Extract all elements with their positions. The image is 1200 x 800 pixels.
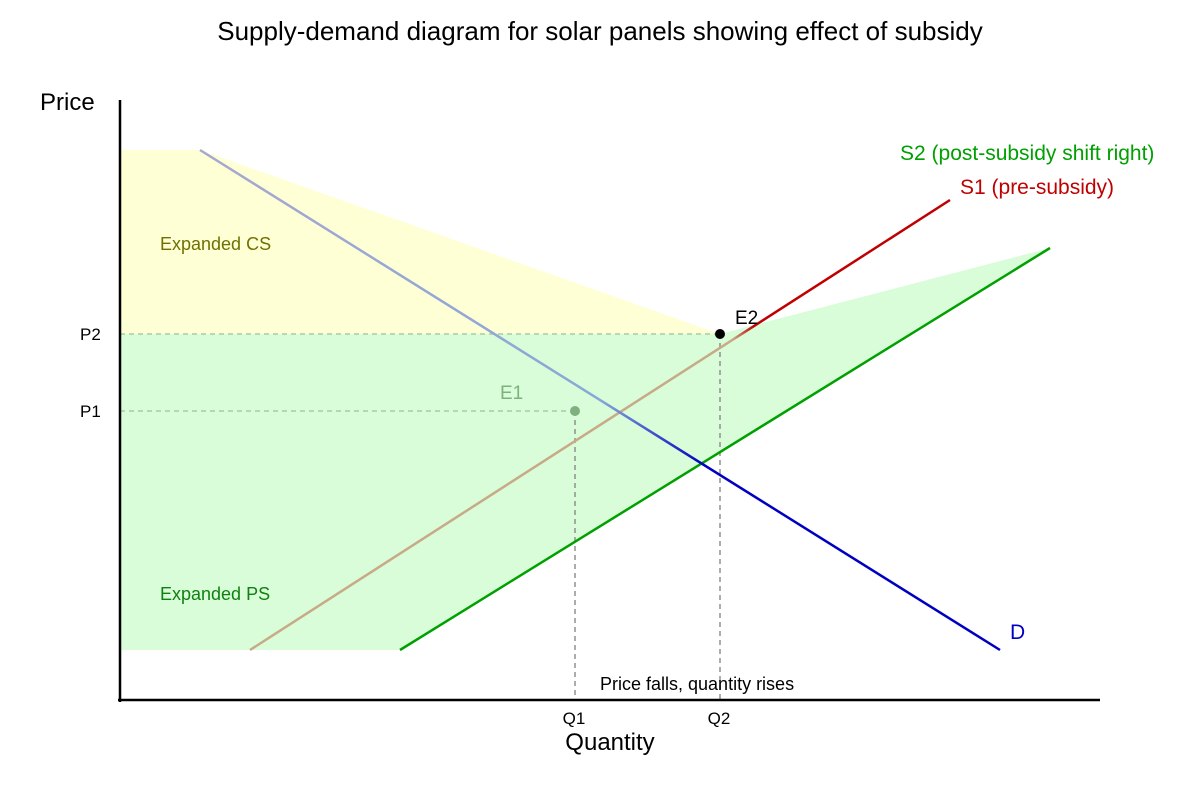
effect-annotation: Price falls, quantity rises [600, 674, 794, 694]
p1-tick-label: P1 [80, 402, 101, 421]
s1-curve-label: S1 (pre-subsidy) [960, 176, 1114, 199]
e2-label: E2 [735, 308, 758, 329]
e2-point [715, 329, 725, 339]
e1-point [570, 406, 580, 416]
expanded-cs-label: Expanded CS [160, 234, 271, 254]
expanded-ps-area [120, 248, 1050, 650]
demand-curve [199, 148, 1001, 652]
s2-curve-label: S2 (post-subsidy shift right) [900, 142, 1154, 165]
q1-tick-label: Q1 [563, 709, 586, 728]
expanded-ps-label: Expanded PS [160, 584, 270, 604]
s2-supply-curve [399, 246, 1051, 652]
p2-tick-label: P2 [80, 325, 101, 344]
expanded-cs-area [120, 150, 720, 334]
demand-curve-label: D [1010, 621, 1025, 644]
x-axis-title: Quantity [565, 729, 654, 756]
y-axis-title: Price [40, 89, 95, 116]
e1-label: E1 [500, 383, 523, 404]
diagram-title: Supply-demand diagram for solar panels s… [217, 16, 983, 46]
q2-tick-label: Q2 [708, 709, 731, 728]
s1-supply-curve [249, 198, 951, 652]
